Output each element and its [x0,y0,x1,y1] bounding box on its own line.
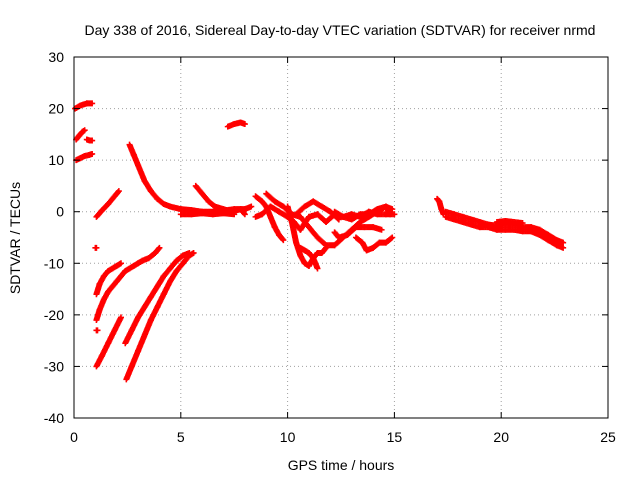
data-point-marker [248,203,255,210]
data-point-marker [241,210,248,217]
x-tick-label: 5 [177,429,185,445]
data-point-marker [560,239,567,246]
data-point-marker [190,249,197,256]
data-point-marker [314,265,321,272]
chart-title: Day 338 of 2016, Sidereal Day-to-day VTE… [85,22,596,38]
x-axis-ticks: 0 5 10 15 20 25 [70,57,616,445]
series-track [297,244,321,272]
series-track [92,244,100,251]
series-track [442,213,567,251]
x-tick-label: 10 [280,429,296,445]
series-track [93,244,163,324]
x-tick-label: 0 [70,429,78,445]
x-tick-label: 20 [493,429,509,445]
data-point-marker [89,137,96,144]
data-point-marker [323,244,330,251]
series-track [93,188,122,220]
series-track [331,224,385,241]
data-point-marker [155,245,162,252]
series-track [224,119,248,130]
data-point-marker [378,226,385,233]
data-point-marker [117,260,124,267]
series-track [93,327,101,334]
data-point-marker [89,100,96,107]
x-tick-label: 25 [600,429,616,445]
x-axis-label: GPS time / hours [288,457,395,473]
series-track [352,234,396,254]
series-track [93,314,124,370]
data-point-marker [322,245,329,252]
series-track [123,249,197,383]
y-axis-ticks: -40 -30 -20 -10 0 10 20 30 [44,49,608,426]
y-tick-label: -30 [44,358,64,374]
data-point-marker [279,236,286,243]
series-track [83,136,96,144]
data-point-marker [93,244,100,251]
series-track [73,127,88,143]
data-point-marker [89,150,96,157]
series-track [93,260,124,298]
series-track [177,210,238,218]
series-track [122,249,193,347]
data-point-marker [94,327,101,334]
data-point-marker [115,188,122,195]
data-point-marker [560,244,567,251]
data-point-marker [241,211,248,218]
y-tick-label: -40 [44,410,64,426]
data-point-marker [115,189,122,196]
data-point-marker [387,211,394,218]
y-tick-label: -10 [44,255,64,271]
y-tick-label: 20 [48,101,64,117]
x-tick-label: 15 [387,429,403,445]
series-track [331,203,394,223]
data-point-marker [117,314,124,321]
data-point-marker [280,237,287,244]
data-point-marker [156,244,163,251]
y-tick-label: 0 [56,204,64,220]
y-tick-label: -20 [44,307,64,323]
series-track [434,195,447,218]
data-point-marker [519,220,526,227]
data-point-marker [241,121,248,128]
data-point-marker [388,235,395,242]
plot-frame [73,56,609,419]
data-point-marker [389,234,396,241]
data-points [72,100,567,383]
series-track [73,150,96,164]
data-point-marker [81,127,88,134]
y-tick-label: 10 [48,152,64,168]
data-point-marker [231,211,238,218]
series-track [293,198,342,223]
series-track [493,217,526,227]
y-axis-label: SDTVAR / TECUs [7,182,23,294]
y-tick-label: 30 [48,49,64,65]
